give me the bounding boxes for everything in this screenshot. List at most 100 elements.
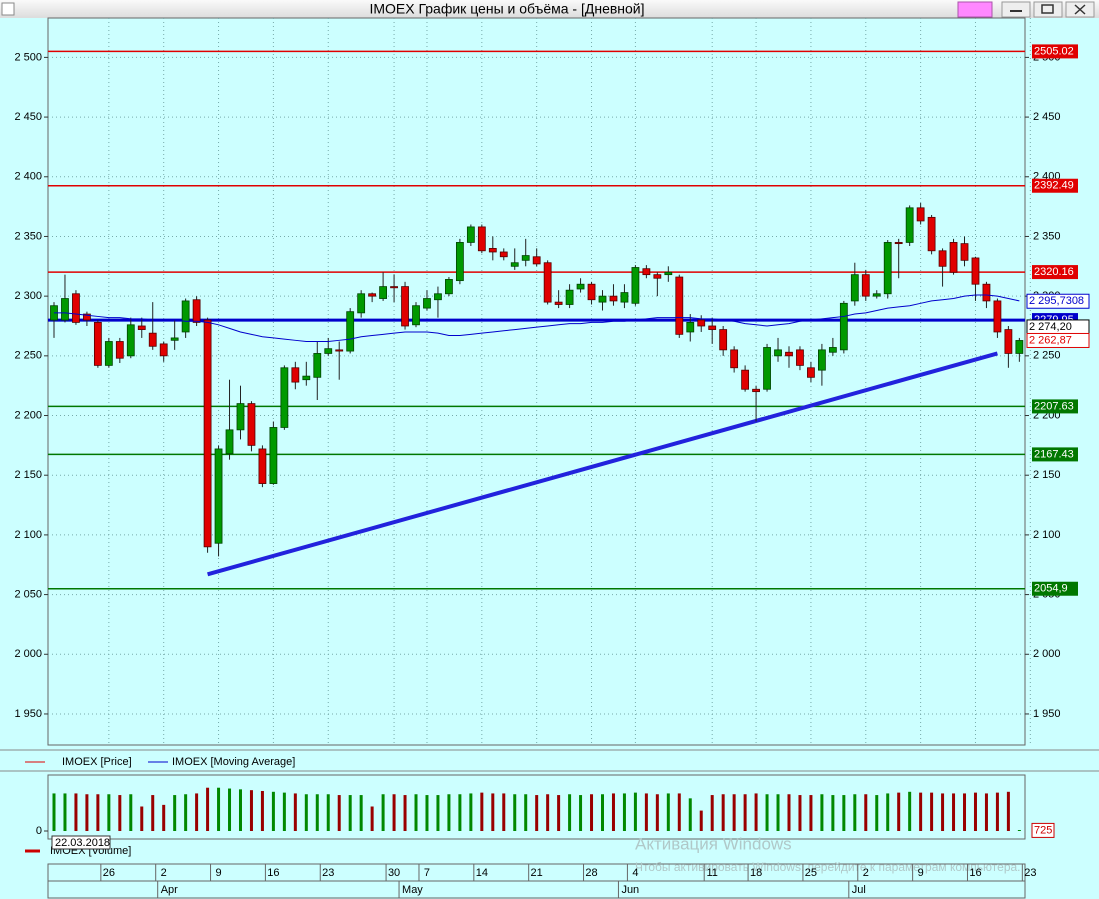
link-button[interactable]: [957, 1, 993, 18]
candle-body: [499, 251, 508, 258]
candle-body: [291, 367, 300, 383]
volume-bar: [513, 794, 517, 831]
watermark-text: Чтобы активировать Windows, перейдите к …: [635, 860, 1021, 874]
candle-body: [872, 293, 881, 297]
volume-bar: [995, 792, 999, 831]
candle-body: [1004, 329, 1013, 354]
volume-bar: [633, 792, 637, 831]
y-tick-label-right: 2 450: [1033, 111, 1061, 123]
volume-bar: [897, 792, 901, 831]
candle-body: [488, 247, 497, 253]
volume-bar: [557, 795, 561, 831]
candle-body: [818, 349, 826, 371]
candle-body: [664, 271, 673, 276]
price-label-box: [1026, 293, 1090, 309]
candle-body: [993, 300, 1002, 333]
candle-body: [434, 293, 442, 301]
volume-bar: [315, 794, 319, 831]
volume-bar: [228, 788, 232, 831]
candle-body: [72, 293, 80, 323]
y-tick-label: 2 500: [14, 51, 42, 63]
volume-bar: [699, 810, 703, 831]
volume-bar: [260, 790, 264, 831]
candle-body: [763, 347, 771, 390]
candle-body: [214, 448, 223, 544]
volume-bar: [271, 791, 275, 831]
volume-bar: [425, 795, 429, 831]
level-label: 2167.43: [1034, 448, 1074, 460]
candle-body: [839, 302, 848, 351]
volume-bar: [348, 795, 352, 831]
x-tick-label: 11: [706, 867, 717, 879]
volume-bar: [52, 793, 56, 831]
candle-body: [807, 367, 815, 378]
volume-bar: [173, 795, 177, 831]
level-label-box: [1032, 447, 1078, 462]
volume-bar: [809, 795, 813, 831]
volume-bar: [601, 794, 604, 831]
y-tick-label-right: 2 100: [1033, 529, 1061, 541]
price-label-box: [1026, 332, 1090, 348]
month-label: Jun: [621, 884, 639, 896]
volume-bar: [590, 794, 594, 831]
candle-body: [357, 293, 366, 314]
price-label: 2 274,20: [1029, 321, 1072, 333]
volume-bar: [941, 793, 945, 831]
volume-bar: [820, 794, 824, 831]
volume-bar: [381, 794, 385, 831]
price-plot: [47, 17, 1026, 746]
volume-bar: [732, 794, 736, 831]
volume-bar: [249, 790, 253, 831]
volume-bar: [524, 794, 528, 831]
candle-body: [83, 313, 91, 321]
candle-body: [730, 349, 739, 369]
candle-body: [148, 332, 157, 347]
candle-body: [708, 325, 717, 330]
candle-body: [686, 322, 695, 333]
y-tick-label: 2 150: [14, 469, 42, 481]
volume-bar: [458, 794, 462, 831]
candle-body: [379, 286, 388, 299]
candle-body: [104, 341, 113, 366]
candle-body: [313, 353, 322, 378]
candle-body: [61, 298, 69, 321]
candle-body: [741, 369, 750, 390]
candle-body: [971, 257, 980, 285]
month-label: Jul: [852, 884, 866, 896]
x-tick-label: 4: [632, 867, 638, 879]
y-tick-label-right: 2 150: [1033, 469, 1061, 481]
volume-bar: [107, 794, 111, 831]
level-label-box: [1032, 399, 1078, 414]
candle-body: [905, 207, 914, 243]
x-tick-label: 14: [476, 867, 488, 879]
volume-bar: [644, 793, 648, 831]
volume-bar: [875, 795, 879, 831]
candle-body: [126, 324, 135, 357]
candle-body: [302, 375, 311, 381]
x-tick-label: 23: [1024, 867, 1036, 879]
cursor-date: 22.03.2018: [55, 837, 110, 849]
volume-bar: [326, 794, 330, 831]
candle-body: [445, 279, 453, 295]
volume-bar: [370, 806, 374, 831]
volume-bar: [1017, 830, 1021, 831]
volume-bar: [414, 794, 418, 831]
volume-bar: [743, 794, 747, 831]
volume-bar: [491, 793, 495, 831]
volume-tick-label: 0: [36, 825, 42, 837]
minimize-button[interactable]: [1001, 1, 1031, 18]
candle-body: [587, 283, 596, 301]
level-label: 2207.63: [1034, 400, 1074, 412]
volume-bar: [886, 793, 890, 831]
candle-body: [927, 216, 936, 252]
maximize-button[interactable]: [1033, 1, 1063, 18]
x-tick-label: 25: [805, 867, 817, 879]
volume-bar: [721, 794, 725, 831]
candle-body: [423, 298, 431, 309]
candle-body: [247, 403, 256, 446]
candle-body: [752, 388, 760, 393]
volume-bar: [282, 792, 286, 831]
candle-body: [258, 448, 267, 484]
close-icon: [1074, 4, 1086, 15]
volume-bar: [919, 792, 923, 831]
